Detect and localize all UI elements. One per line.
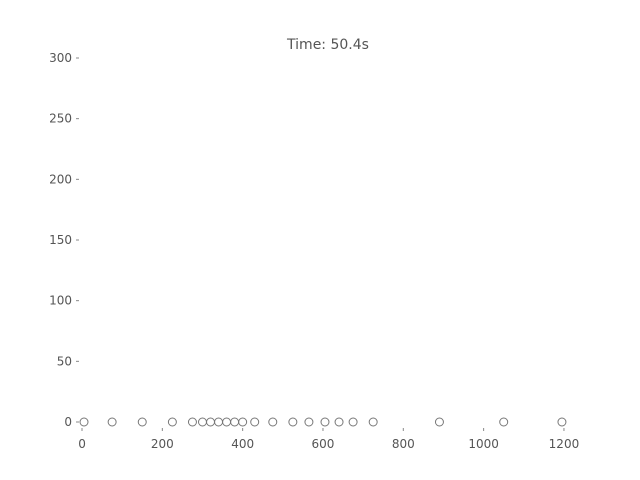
data-point [304,417,314,427]
data-point [368,417,378,427]
data-point [187,417,197,427]
y-tick-label: 300 [49,51,72,65]
data-point [206,417,216,427]
data-point [334,417,344,427]
x-tick-label: 0 [78,437,86,451]
data-point [268,417,278,427]
data-point [230,417,240,427]
data-point [250,417,260,427]
y-axis: 0 50 100 150 200 250 300 [49,51,79,429]
x-tick-label: 600 [312,437,335,451]
data-point [434,417,444,427]
data-point [499,417,509,427]
y-tick-label: 100 [49,294,72,308]
y-tick-label: 50 [57,354,72,368]
y-tick-label: 150 [49,233,72,247]
data-point [167,417,177,427]
data-point [197,417,207,427]
y-tick-label: 0 [64,415,72,429]
chart-title: Time: 50.4s [286,37,369,53]
y-tick-label: 250 [49,112,72,126]
x-tick-label: 1200 [549,437,580,451]
data-point [137,417,147,427]
x-axis: 0 200 400 600 800 1000 1200 [78,428,579,451]
x-tick-label: 400 [231,437,254,451]
data-point [348,417,358,427]
data-point [320,417,330,427]
data-point [557,417,567,427]
x-tick-label: 1000 [468,437,499,451]
y-tick-label: 200 [49,172,72,186]
data-point [214,417,224,427]
x-tick-label: 200 [151,437,174,451]
data-point [238,417,248,427]
data-point [222,417,232,427]
data-points [79,417,567,427]
x-tick-label: 800 [392,437,415,451]
data-point [107,417,117,427]
data-point [79,417,89,427]
data-point [288,417,298,427]
